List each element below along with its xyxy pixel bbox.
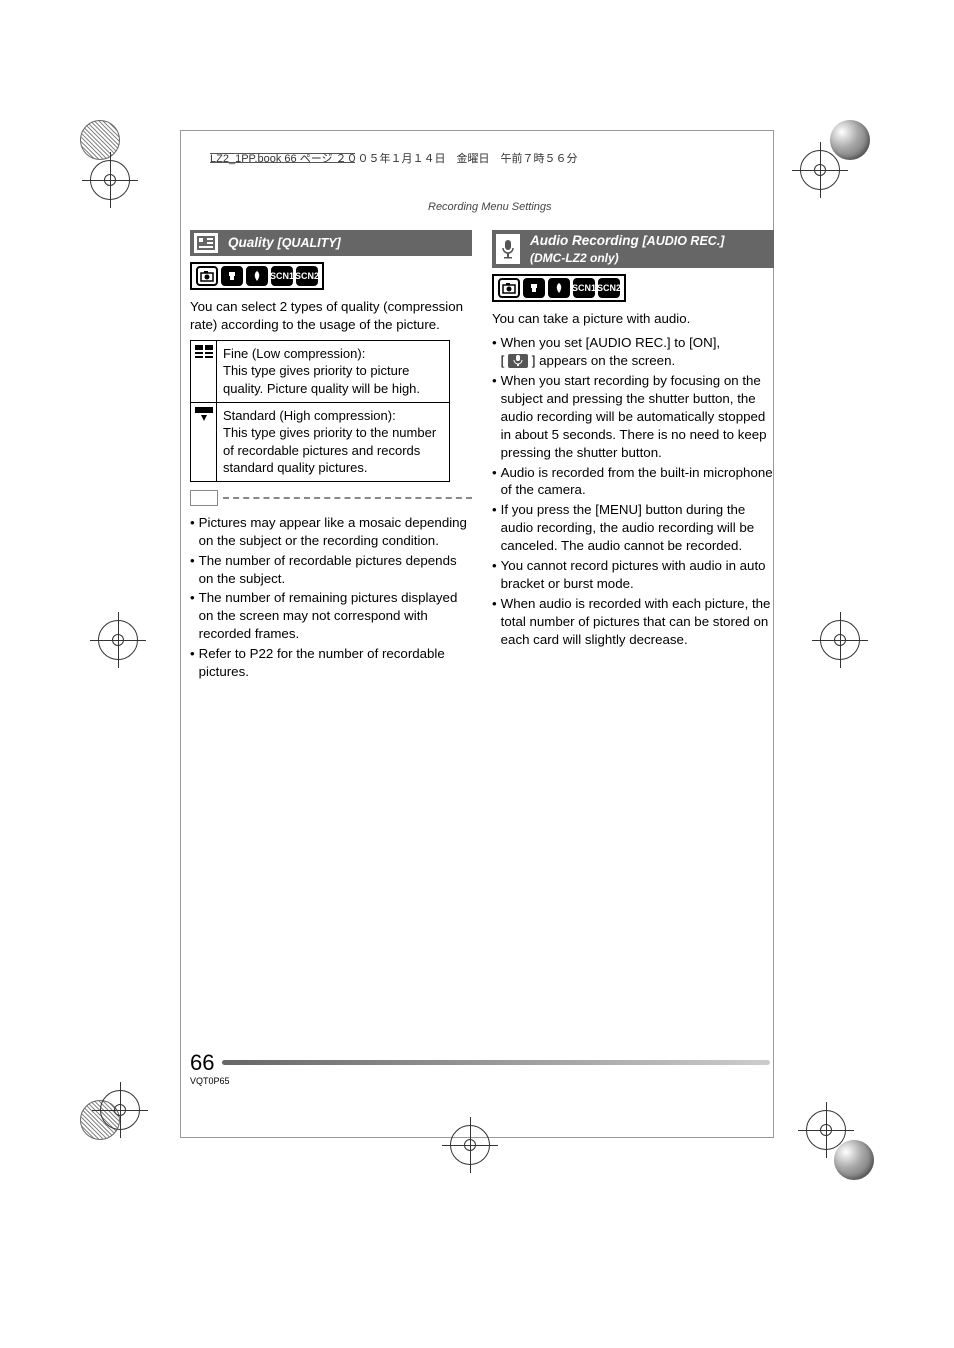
standard-description: Standard (High compression): This type g… [217, 402, 450, 481]
audio-mode-icons: SCN1 SCN2 [492, 274, 626, 302]
quality-intro-text: You can select 2 types of quality (compr… [190, 298, 472, 334]
quality-title-icon [194, 233, 218, 253]
scn2-icon: SCN2 [296, 266, 318, 286]
corner-sphere-icon [834, 1140, 874, 1180]
list-item: Audio is recorded from the built-in micr… [492, 464, 774, 500]
quality-table: Fine (Low compression): This type gives … [190, 340, 450, 482]
registration-mark-icon [820, 620, 860, 660]
standard-icon [191, 402, 217, 481]
corner-sphere-icon [830, 120, 870, 160]
page-number: 66 [190, 1050, 214, 1076]
fine-description: Fine (Low compression): This type gives … [217, 340, 450, 402]
registration-mark-icon [100, 1090, 140, 1130]
table-row: Fine (Low compression): This type gives … [191, 340, 450, 402]
quality-mode-icons: SCN1 SCN2 [190, 262, 324, 290]
macro-icon [246, 266, 268, 286]
list-item: When you start recording by focusing on … [492, 372, 774, 462]
audio-title-icon [496, 234, 520, 264]
scn2-icon: SCN2 [598, 278, 620, 298]
list-item: If you press the [MENU] button during th… [492, 501, 774, 555]
header-underline-2 [210, 162, 355, 163]
audio-intro-text: You can take a picture with audio. [492, 310, 774, 328]
audio-notes-list: When you set [AUDIO REC.] to [ON], [ ] a… [492, 334, 774, 649]
list-item: The number of remaining pictures display… [190, 589, 472, 643]
page-number-bar [222, 1060, 770, 1065]
book-header-line: LZ2_1PP.book 66 ページ ２００５年１月１４日 金曜日 午前７時５… [210, 150, 578, 166]
left-column: Quality [QUALITY] SCN1 SCN2 You can sele… [190, 230, 472, 683]
macro-icon [548, 278, 570, 298]
fine-icon [191, 340, 217, 402]
list-item: Pictures may appear like a mosaic depend… [190, 514, 472, 550]
registration-mark-icon [450, 1125, 490, 1165]
quality-title-text: Quality [QUALITY] [228, 234, 341, 252]
simple-mode-icon [221, 266, 243, 286]
list-item: When audio is recorded with each picture… [492, 595, 774, 649]
registration-mark-icon [98, 620, 138, 660]
right-column: Audio Recording [AUDIO REC.] (DMC-LZ2 on… [492, 230, 774, 683]
simple-mode-icon [523, 278, 545, 298]
audio-title-text: Audio Recording [AUDIO REC.] (DMC-LZ2 on… [530, 232, 724, 266]
list-item: Refer to P22 for the number of recordabl… [190, 645, 472, 681]
camera-icon [498, 278, 520, 298]
mic-inline-icon [508, 354, 528, 368]
list-item: The number of recordable pictures depend… [190, 552, 472, 588]
table-row: Standard (High compression): This type g… [191, 402, 450, 481]
registration-mark-icon [800, 150, 840, 190]
section-heading: Recording Menu Settings [428, 201, 552, 213]
corner-sphere-icon [80, 120, 120, 160]
scn1-icon: SCN1 [573, 278, 595, 298]
quality-notes-list: Pictures may appear like a mosaic depend… [190, 514, 472, 681]
list-item: When you set [AUDIO REC.] to [ON], [ ] a… [492, 334, 774, 370]
note-divider [190, 490, 472, 506]
document-code: VQT0P65 [190, 1076, 230, 1086]
scn1-icon: SCN1 [271, 266, 293, 286]
registration-mark-icon [90, 160, 130, 200]
camera-icon [196, 266, 218, 286]
list-item: You cannot record pictures with audio in… [492, 557, 774, 593]
registration-mark-icon [806, 1110, 846, 1150]
note-icon [190, 490, 218, 506]
audio-title-bar: Audio Recording [AUDIO REC.] (DMC-LZ2 on… [492, 230, 774, 268]
quality-title-bar: Quality [QUALITY] [190, 230, 472, 256]
content-columns: Quality [QUALITY] SCN1 SCN2 You can sele… [190, 230, 774, 683]
